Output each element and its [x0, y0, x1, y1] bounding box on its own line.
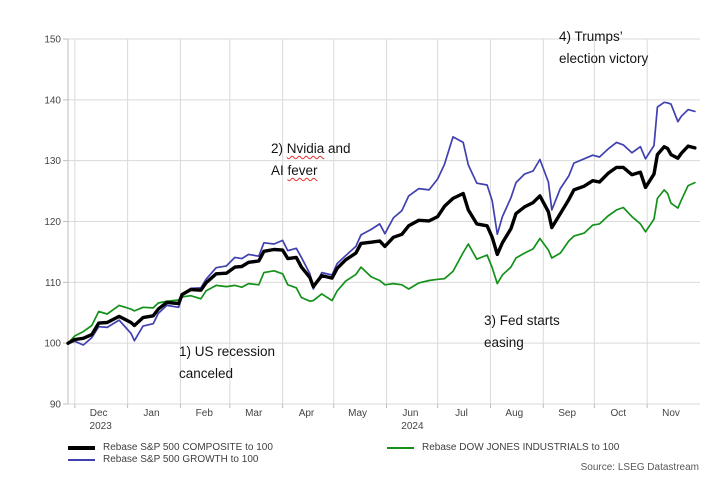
legend-item-composite: Rebase S&P 500 COMPOSITE to 100: [68, 442, 273, 453]
x-tick-label: Aug: [505, 408, 523, 419]
y-tick-label: 110: [45, 278, 61, 289]
x-tick-label: Apr: [299, 408, 315, 419]
series-dow: [67, 181, 696, 345]
legend-item-growth: Rebase S&P 500 GROWTH to 100: [68, 454, 258, 465]
legend-item-dow: Rebase DOW JONES INDUSTRIALS to 100: [387, 442, 619, 453]
source-credit: Source: LSEG Datastream: [580, 462, 699, 473]
composite-line-swatch: [68, 445, 95, 450]
growth-line-swatch: [68, 458, 95, 461]
x-tick-label: Dec: [90, 408, 108, 419]
annotation-fed-easing: 3) Fed starts easing: [484, 313, 560, 350]
y-tick-label: 120: [44, 217, 61, 228]
x-tick-label: Mar: [245, 408, 263, 419]
x-tick-label: Jan: [143, 408, 159, 419]
y-tick-label: 150: [44, 35, 61, 46]
x-tick-label: Nov: [662, 408, 680, 419]
annotation-us-recession: 1) US recession canceled: [179, 344, 276, 381]
x-tick-label: Jun: [402, 408, 418, 419]
x-tick-label: Oct: [610, 408, 626, 419]
y-tick-label: 130: [44, 156, 61, 167]
annotation-trump-victory: 4) Trumps’ election victory: [559, 29, 649, 66]
x-year-label: 2024: [401, 421, 424, 432]
y-tick-label: 140: [44, 95, 61, 106]
legend-label-growth: Rebase S&P 500 GROWTH to 100: [103, 454, 259, 465]
y-tick-label: 90: [50, 400, 62, 411]
y-tick-label: 100: [44, 339, 61, 350]
dow-line-swatch: [387, 446, 414, 449]
x-year-label: 2023: [90, 421, 113, 432]
x-tick-label: Sep: [558, 408, 576, 419]
legend-label-composite: Rebase S&P 500 COMPOSITE to 100: [103, 442, 273, 453]
x-tick-label: Feb: [196, 408, 214, 419]
x-tick-label: Jul: [455, 408, 468, 419]
legend-label-dow: Rebase DOW JONES INDUSTRIALS to 100: [422, 442, 620, 453]
series-composite: [66, 144, 697, 345]
annotation-nvidia-ai-fever: 2) Nvidia and AI fever: [271, 141, 351, 178]
x-tick-label: May: [348, 408, 367, 419]
